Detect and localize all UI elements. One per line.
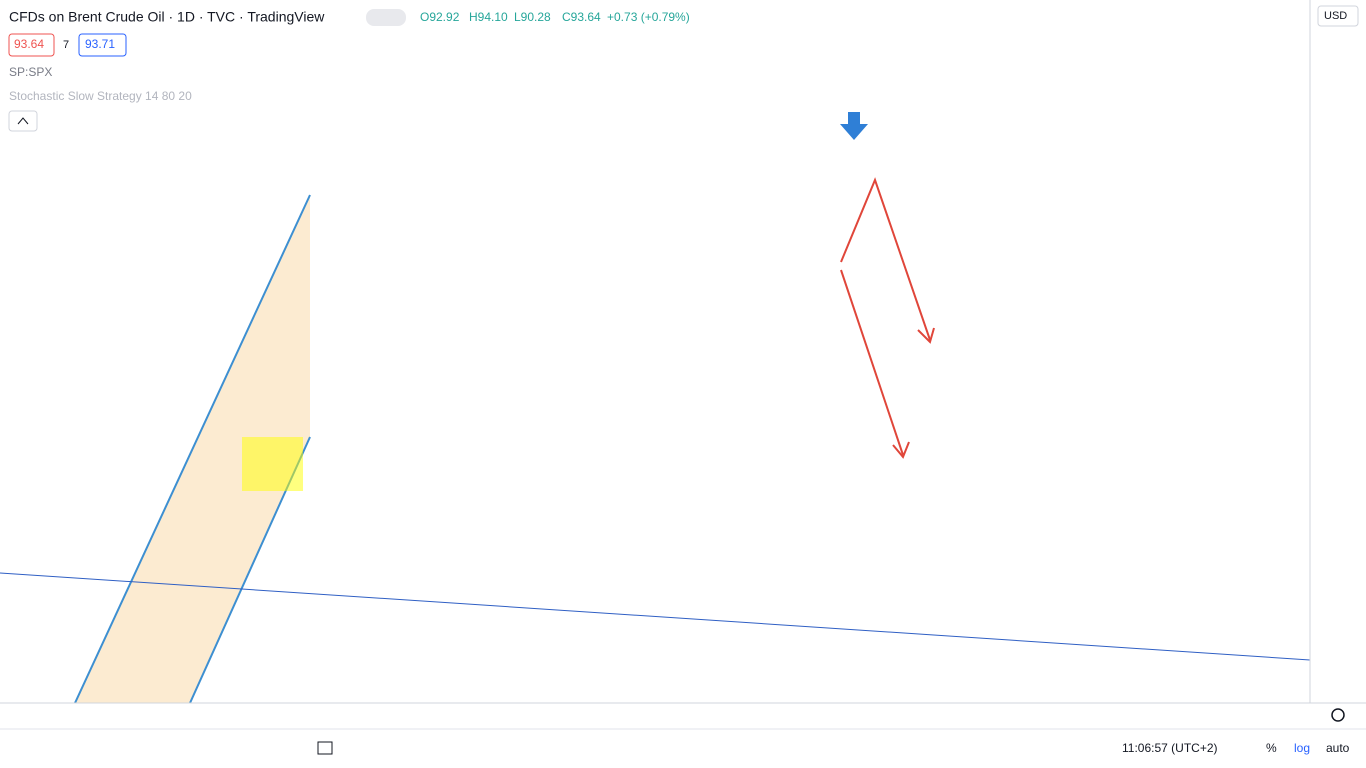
ohlc-open: O92.92: [420, 10, 460, 24]
down-arrow-icon: [840, 112, 868, 140]
projection-arrow: [840, 269, 904, 456]
projection-arrow: [840, 177, 931, 341]
bid-box[interactable]: [8, 33, 55, 57]
highlight-box: [242, 437, 303, 491]
symbol-title: CFDs on Brent Crude Oil · 1D · TVC · Tra…: [9, 9, 325, 25]
arrow-head: [892, 441, 910, 459]
auto-toggle[interactable]: auto: [1326, 741, 1350, 755]
ask[interactable]: 93.71: [85, 37, 115, 51]
date-range-icon[interactable]: [317, 741, 333, 755]
arrow-head: [917, 327, 935, 344]
bid[interactable]: 93.64: [14, 37, 44, 51]
log-toggle[interactable]: log: [1294, 741, 1310, 755]
settings-icon[interactable]: [1331, 708, 1345, 722]
currency[interactable]: USD: [1324, 10, 1347, 22]
channel-line: [74, 194, 311, 703]
trend-line: [0, 572, 1310, 661]
ohlc-close: C93.64: [562, 10, 601, 24]
ohlc-change: +0.73 (+0.79%): [607, 10, 690, 24]
clock: 11:06:57 (UTC+2): [1122, 741, 1218, 755]
study: SP:SPX: [9, 65, 52, 79]
percent-toggle[interactable]: %: [1266, 741, 1277, 755]
logo: [8, 667, 40, 693]
chevron[interactable]: [17, 117, 29, 125]
study: Stochastic Slow Strategy 14 80 20: [9, 89, 192, 103]
spread: 7: [63, 39, 69, 51]
currency-button[interactable]: [1317, 5, 1359, 27]
ask-box[interactable]: [78, 33, 127, 57]
badge: [366, 9, 406, 26]
collapse-button[interactable]: [8, 110, 38, 132]
ohlc-high: H94.10: [469, 10, 508, 24]
ohlc-low: L90.28: [514, 10, 551, 24]
